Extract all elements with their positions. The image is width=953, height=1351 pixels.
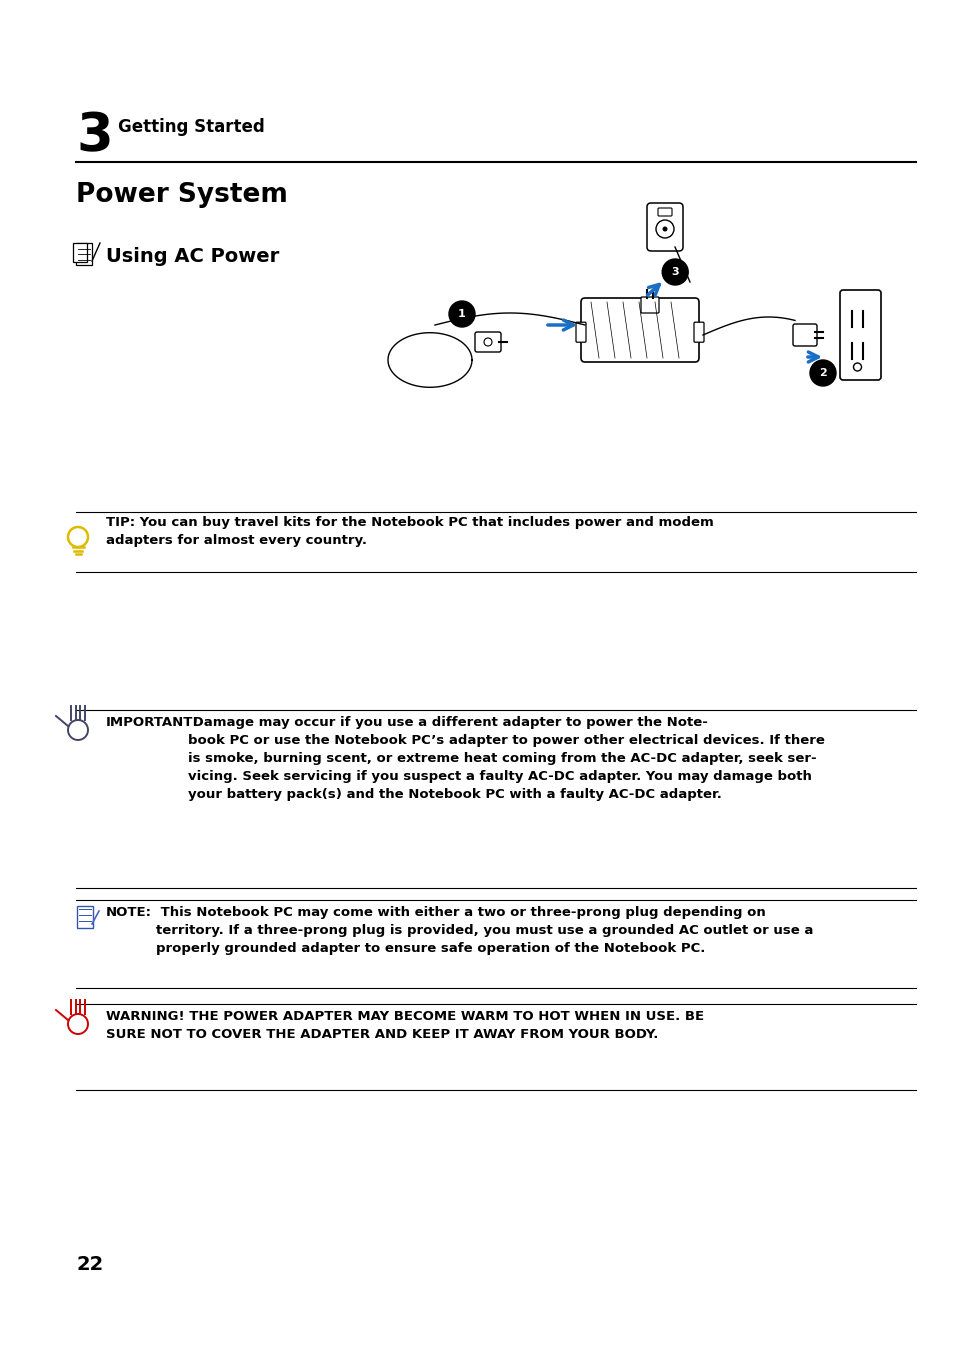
Text: Power System: Power System [76,182,288,208]
Circle shape [661,227,667,231]
Text: WARNING! THE POWER ADAPTER MAY BECOME WARM TO HOT WHEN IN USE. BE
SURE NOT TO CO: WARNING! THE POWER ADAPTER MAY BECOME WA… [106,1011,703,1042]
FancyBboxPatch shape [475,332,500,353]
Text: 1: 1 [457,309,465,319]
FancyBboxPatch shape [646,203,682,251]
Text: Damage may occur if you use a different adapter to power the Note-
book PC or us: Damage may occur if you use a different … [188,716,824,801]
Circle shape [809,359,835,386]
Text: Getting Started: Getting Started [118,118,265,136]
Text: 22: 22 [76,1255,103,1274]
FancyBboxPatch shape [693,322,703,342]
FancyBboxPatch shape [658,208,671,216]
Circle shape [661,259,687,285]
Text: This Notebook PC may come with either a two or three-prong plug depending on
ter: This Notebook PC may come with either a … [156,907,813,955]
Text: 3: 3 [76,109,112,162]
FancyBboxPatch shape [840,290,880,380]
FancyBboxPatch shape [73,243,87,262]
FancyBboxPatch shape [76,243,91,265]
FancyBboxPatch shape [792,324,816,346]
Text: 3: 3 [671,267,679,277]
Text: Using AC Power: Using AC Power [106,247,279,266]
FancyBboxPatch shape [640,297,659,313]
Text: 2: 2 [819,367,826,378]
Text: NOTE:: NOTE: [106,907,152,919]
FancyBboxPatch shape [580,299,699,362]
FancyBboxPatch shape [576,322,585,342]
Text: TIP: You can buy travel kits for the Notebook PC that includes power and modem
a: TIP: You can buy travel kits for the Not… [106,516,713,547]
FancyBboxPatch shape [77,907,92,928]
Text: IMPORTANT!: IMPORTANT! [106,716,199,730]
Circle shape [449,301,475,327]
